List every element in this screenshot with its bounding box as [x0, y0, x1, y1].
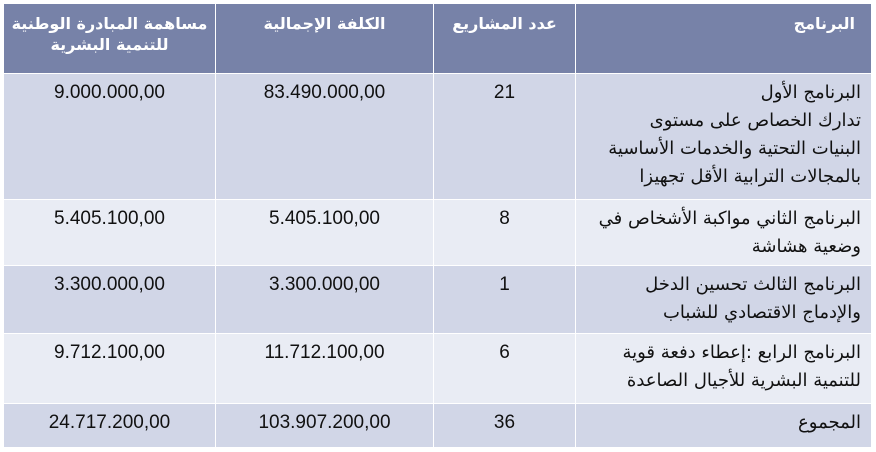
table-row: البرنامج الأول تدارك الخصاص على مستوى ال…	[3, 73, 872, 200]
projects-cell: 21	[433, 73, 576, 200]
header-contribution: مساهمة المبادرة الوطنية للتنمية البشرية	[3, 3, 216, 74]
contribution-cell: 3.300.000,00	[3, 265, 216, 334]
header-row: البرنامج عدد المشاريع الكلفة الإجمالية م…	[3, 3, 872, 74]
total-cost-cell: 3.300.000,00	[215, 265, 434, 334]
program-line: البرنامج الثالث تحسين الدخل	[645, 274, 861, 295]
contribution-cell: 9.712.100,00	[3, 333, 216, 404]
total-contribution-sum: 24.717.200,00	[3, 403, 216, 448]
header-contribution-line1: مساهمة المبادرة الوطنية	[11, 14, 208, 33]
program-line: والإدماج الاقتصادي للشباب	[662, 302, 861, 323]
table-row: البرنامج الثاني مواكبة الأشخاص في وضعية …	[3, 199, 872, 266]
program-line: بالمجالات الترابية الأقل تجهيزا	[639, 166, 861, 187]
projects-cell: 1	[433, 265, 576, 334]
program-cell: البرنامج الرابع :إعطاء دفعة قوية للتنمية…	[575, 333, 872, 404]
program-line: البرنامج الأول	[760, 82, 861, 103]
total-cost-cell: 11.712.100,00	[215, 333, 434, 404]
total-cost-sum: 103.907.200,00	[215, 403, 434, 448]
header-total-cost: الكلفة الإجمالية	[215, 3, 434, 74]
table-row: البرنامج الثالث تحسين الدخل والإدماج الا…	[3, 265, 872, 334]
total-cost-cell: 5.405.100,00	[215, 199, 434, 266]
header-contribution-line2: للتنمية البشرية	[50, 35, 169, 54]
program-cell: البرنامج الثالث تحسين الدخل والإدماج الا…	[575, 265, 872, 334]
total-cost-cell: 83.490.000,00	[215, 73, 434, 200]
program-line: البرنامج الرابع :إعطاء دفعة قوية	[622, 342, 861, 363]
header-program: البرنامج	[575, 3, 872, 74]
program-line: البنيات التحتية والخدمات الأساسية	[608, 138, 861, 159]
contribution-cell: 9.000.000,00	[3, 73, 216, 200]
total-projects: 36	[433, 403, 576, 448]
header-projects: عدد المشاريع	[433, 3, 576, 74]
contribution-cell: 5.405.100,00	[3, 199, 216, 266]
total-row: المجموع 36 103.907.200,00 24.717.200,00	[3, 403, 872, 448]
program-cell: البرنامج الثاني مواكبة الأشخاص في وضعية …	[575, 199, 872, 266]
program-line: وضعية هشاشة	[751, 236, 861, 257]
program-line: البرنامج الثاني مواكبة الأشخاص في	[598, 208, 861, 229]
program-budget-table: البرنامج عدد المشاريع الكلفة الإجمالية م…	[3, 3, 872, 448]
projects-cell: 8	[433, 199, 576, 266]
projects-cell: 6	[433, 333, 576, 404]
table-row: البرنامج الرابع :إعطاء دفعة قوية للتنمية…	[3, 333, 872, 404]
program-line: تدارك الخصاص على مستوى	[649, 110, 861, 131]
program-line: للتنمية البشرية للأجيال الصاعدة	[626, 370, 861, 391]
total-label: المجموع	[575, 403, 872, 448]
program-cell: البرنامج الأول تدارك الخصاص على مستوى ال…	[575, 73, 872, 200]
